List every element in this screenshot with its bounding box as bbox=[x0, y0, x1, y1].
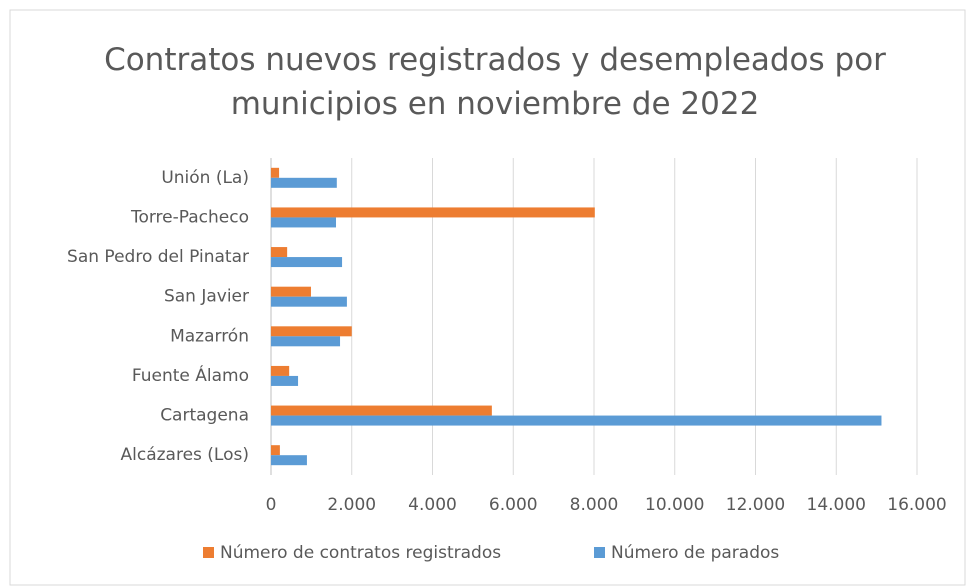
legend-swatch bbox=[203, 547, 214, 558]
bar bbox=[271, 336, 341, 347]
legend-label: Número de parados bbox=[611, 543, 779, 563]
y-tick-label: San Pedro del Pinatar bbox=[67, 247, 249, 267]
y-tick-label: Torre-Pacheco bbox=[130, 207, 249, 227]
legend-label: Número de contratos registrados bbox=[220, 543, 501, 563]
x-tick-label: 8.000 bbox=[570, 495, 619, 515]
bar bbox=[271, 177, 337, 188]
x-tick-label: 16.000 bbox=[887, 495, 946, 515]
x-tick-label: 0 bbox=[266, 495, 277, 515]
x-tick-label: 2.000 bbox=[327, 495, 376, 515]
x-tick-label: 6.000 bbox=[489, 495, 538, 515]
bar bbox=[271, 375, 299, 386]
x-tick-label: 14.000 bbox=[807, 495, 866, 515]
bar bbox=[271, 207, 595, 218]
bar bbox=[271, 296, 347, 307]
legend-swatch bbox=[594, 547, 605, 558]
bar bbox=[271, 405, 492, 416]
y-tick-label: Mazarrón bbox=[170, 326, 249, 346]
bar bbox=[271, 415, 882, 426]
bar bbox=[271, 365, 290, 376]
bar bbox=[271, 286, 311, 297]
bar bbox=[271, 257, 343, 268]
y-tick-label: San Javier bbox=[164, 287, 249, 307]
bar bbox=[271, 326, 352, 337]
y-tick-label: Cartagena bbox=[160, 406, 249, 426]
x-tick-label: 4.000 bbox=[408, 495, 457, 515]
bar bbox=[271, 455, 307, 466]
chart-border bbox=[9, 9, 966, 586]
bar bbox=[271, 247, 288, 258]
y-tick-label: Alcázares (Los) bbox=[121, 445, 250, 465]
y-tick-label: Fuente Álamo bbox=[132, 364, 249, 386]
y-tick-label: Unión (La) bbox=[161, 168, 249, 188]
bar bbox=[271, 217, 337, 228]
x-tick-label: 10.000 bbox=[645, 495, 704, 515]
bar bbox=[271, 445, 280, 456]
x-tick-label: 12.000 bbox=[726, 495, 785, 515]
chart-title: Contratos nuevos registrados y desemplea… bbox=[104, 42, 886, 122]
bar bbox=[271, 167, 280, 178]
